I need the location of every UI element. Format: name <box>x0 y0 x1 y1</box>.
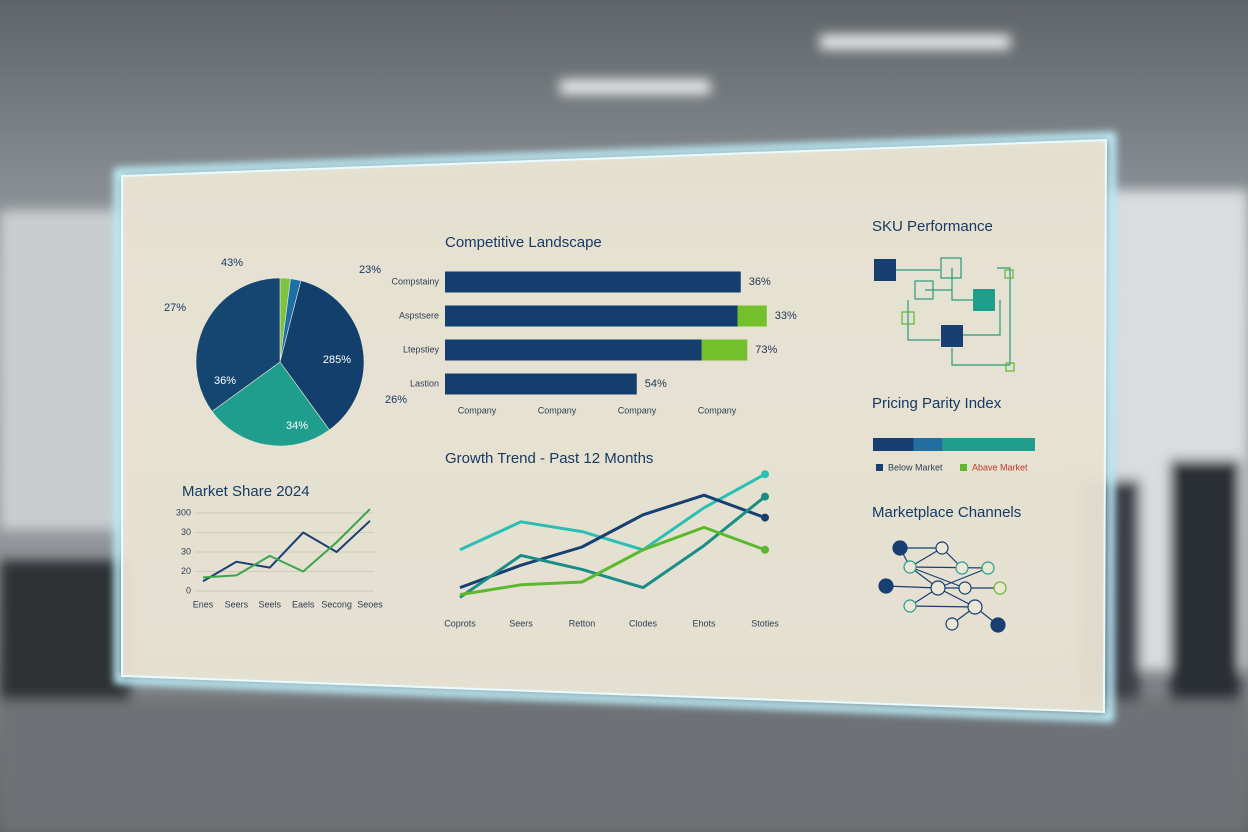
x-tick-label: Clodes <box>629 618 658 628</box>
bar <box>701 339 748 361</box>
bar <box>445 373 637 395</box>
y-tick-label: 300 <box>176 507 191 517</box>
panel-title: Marketplace Channels <box>872 504 1021 521</box>
value-label: 54% <box>645 378 667 390</box>
x-tick-label: Seers <box>509 618 533 628</box>
bar <box>737 305 767 327</box>
y-tick-label: 20 <box>181 566 191 576</box>
x-tick-label: Stoties <box>751 618 779 628</box>
line <box>459 493 766 590</box>
sku-diagram <box>874 257 1015 372</box>
pie-label: 36% <box>214 375 236 387</box>
office-blur <box>0 35 1248 832</box>
screen-glow <box>114 131 1117 723</box>
pie-label: 27% <box>164 302 186 314</box>
channel-network <box>878 540 1007 633</box>
y-tick-label: 0 <box>186 585 191 595</box>
y-tick-label: Lastion <box>410 378 439 388</box>
pie-slice <box>279 280 365 431</box>
x-tick-label: Seoes <box>357 599 383 609</box>
x-tick-label: Company <box>618 405 657 415</box>
bar <box>445 305 738 327</box>
pie-label: 23% <box>359 264 381 276</box>
line <box>459 525 766 597</box>
value-label: 33% <box>775 310 797 322</box>
bar-segment <box>942 438 1035 451</box>
x-tick-label: Company <box>458 405 497 415</box>
line <box>459 472 766 552</box>
x-tick-label: Ehots <box>692 618 716 628</box>
chart-title: Pricing Parity Index <box>872 395 1002 412</box>
bar-segment <box>913 438 943 451</box>
value-label: 73% <box>755 344 777 356</box>
line <box>202 520 371 583</box>
line <box>459 495 766 599</box>
pie-slice <box>211 361 330 447</box>
line <box>202 508 371 579</box>
pie-label: 285% <box>323 354 351 366</box>
x-tick-label: Secong <box>321 599 352 609</box>
line-end <box>761 492 769 501</box>
legend-swatch <box>876 464 883 471</box>
panel-title: SKU Performance <box>872 218 993 235</box>
line-end <box>761 470 769 479</box>
x-tick-label: Enes <box>193 599 214 609</box>
y-tick-label: Ltepstiey <box>403 344 440 354</box>
pie-label: 26% <box>385 394 407 406</box>
pie-slice <box>195 277 281 412</box>
bar-segment <box>873 438 914 451</box>
chart-title: Competitive Landscape <box>445 234 602 251</box>
bar <box>445 339 702 361</box>
line-end <box>761 545 769 554</box>
y-tick-label: Compstainy <box>391 276 439 286</box>
bar <box>445 271 741 293</box>
legend-swatch <box>960 464 967 471</box>
line-end <box>761 513 769 522</box>
x-tick-label: Seels <box>259 599 282 609</box>
legend-label: Abave Market <box>972 462 1028 472</box>
x-tick-label: Company <box>538 405 577 415</box>
value-label: 36% <box>749 276 771 288</box>
y-tick-label: 30 <box>181 546 191 556</box>
chart-title: Growth Trend - Past 12 Months <box>445 450 653 467</box>
x-tick-label: Retton <box>569 618 596 628</box>
screen-panel <box>121 138 1108 714</box>
x-tick-label: Eaels <box>292 599 315 609</box>
pie-label: 34% <box>286 420 308 432</box>
legend-label: Below Market <box>888 462 943 472</box>
y-tick-label: 30 <box>181 527 191 537</box>
pie-label: 43% <box>221 257 243 269</box>
y-tick-label: Aspstsere <box>399 310 439 320</box>
chart-title: Market Share 2024 <box>182 483 310 500</box>
charts: 43% 23% 27% 36% 285% 34% 26% Competitive Landsc… <box>164 234 1035 628</box>
x-tick-label: Company <box>698 405 737 415</box>
x-tick-label: Seers <box>225 599 249 609</box>
x-tick-label: Coprots <box>444 618 476 628</box>
